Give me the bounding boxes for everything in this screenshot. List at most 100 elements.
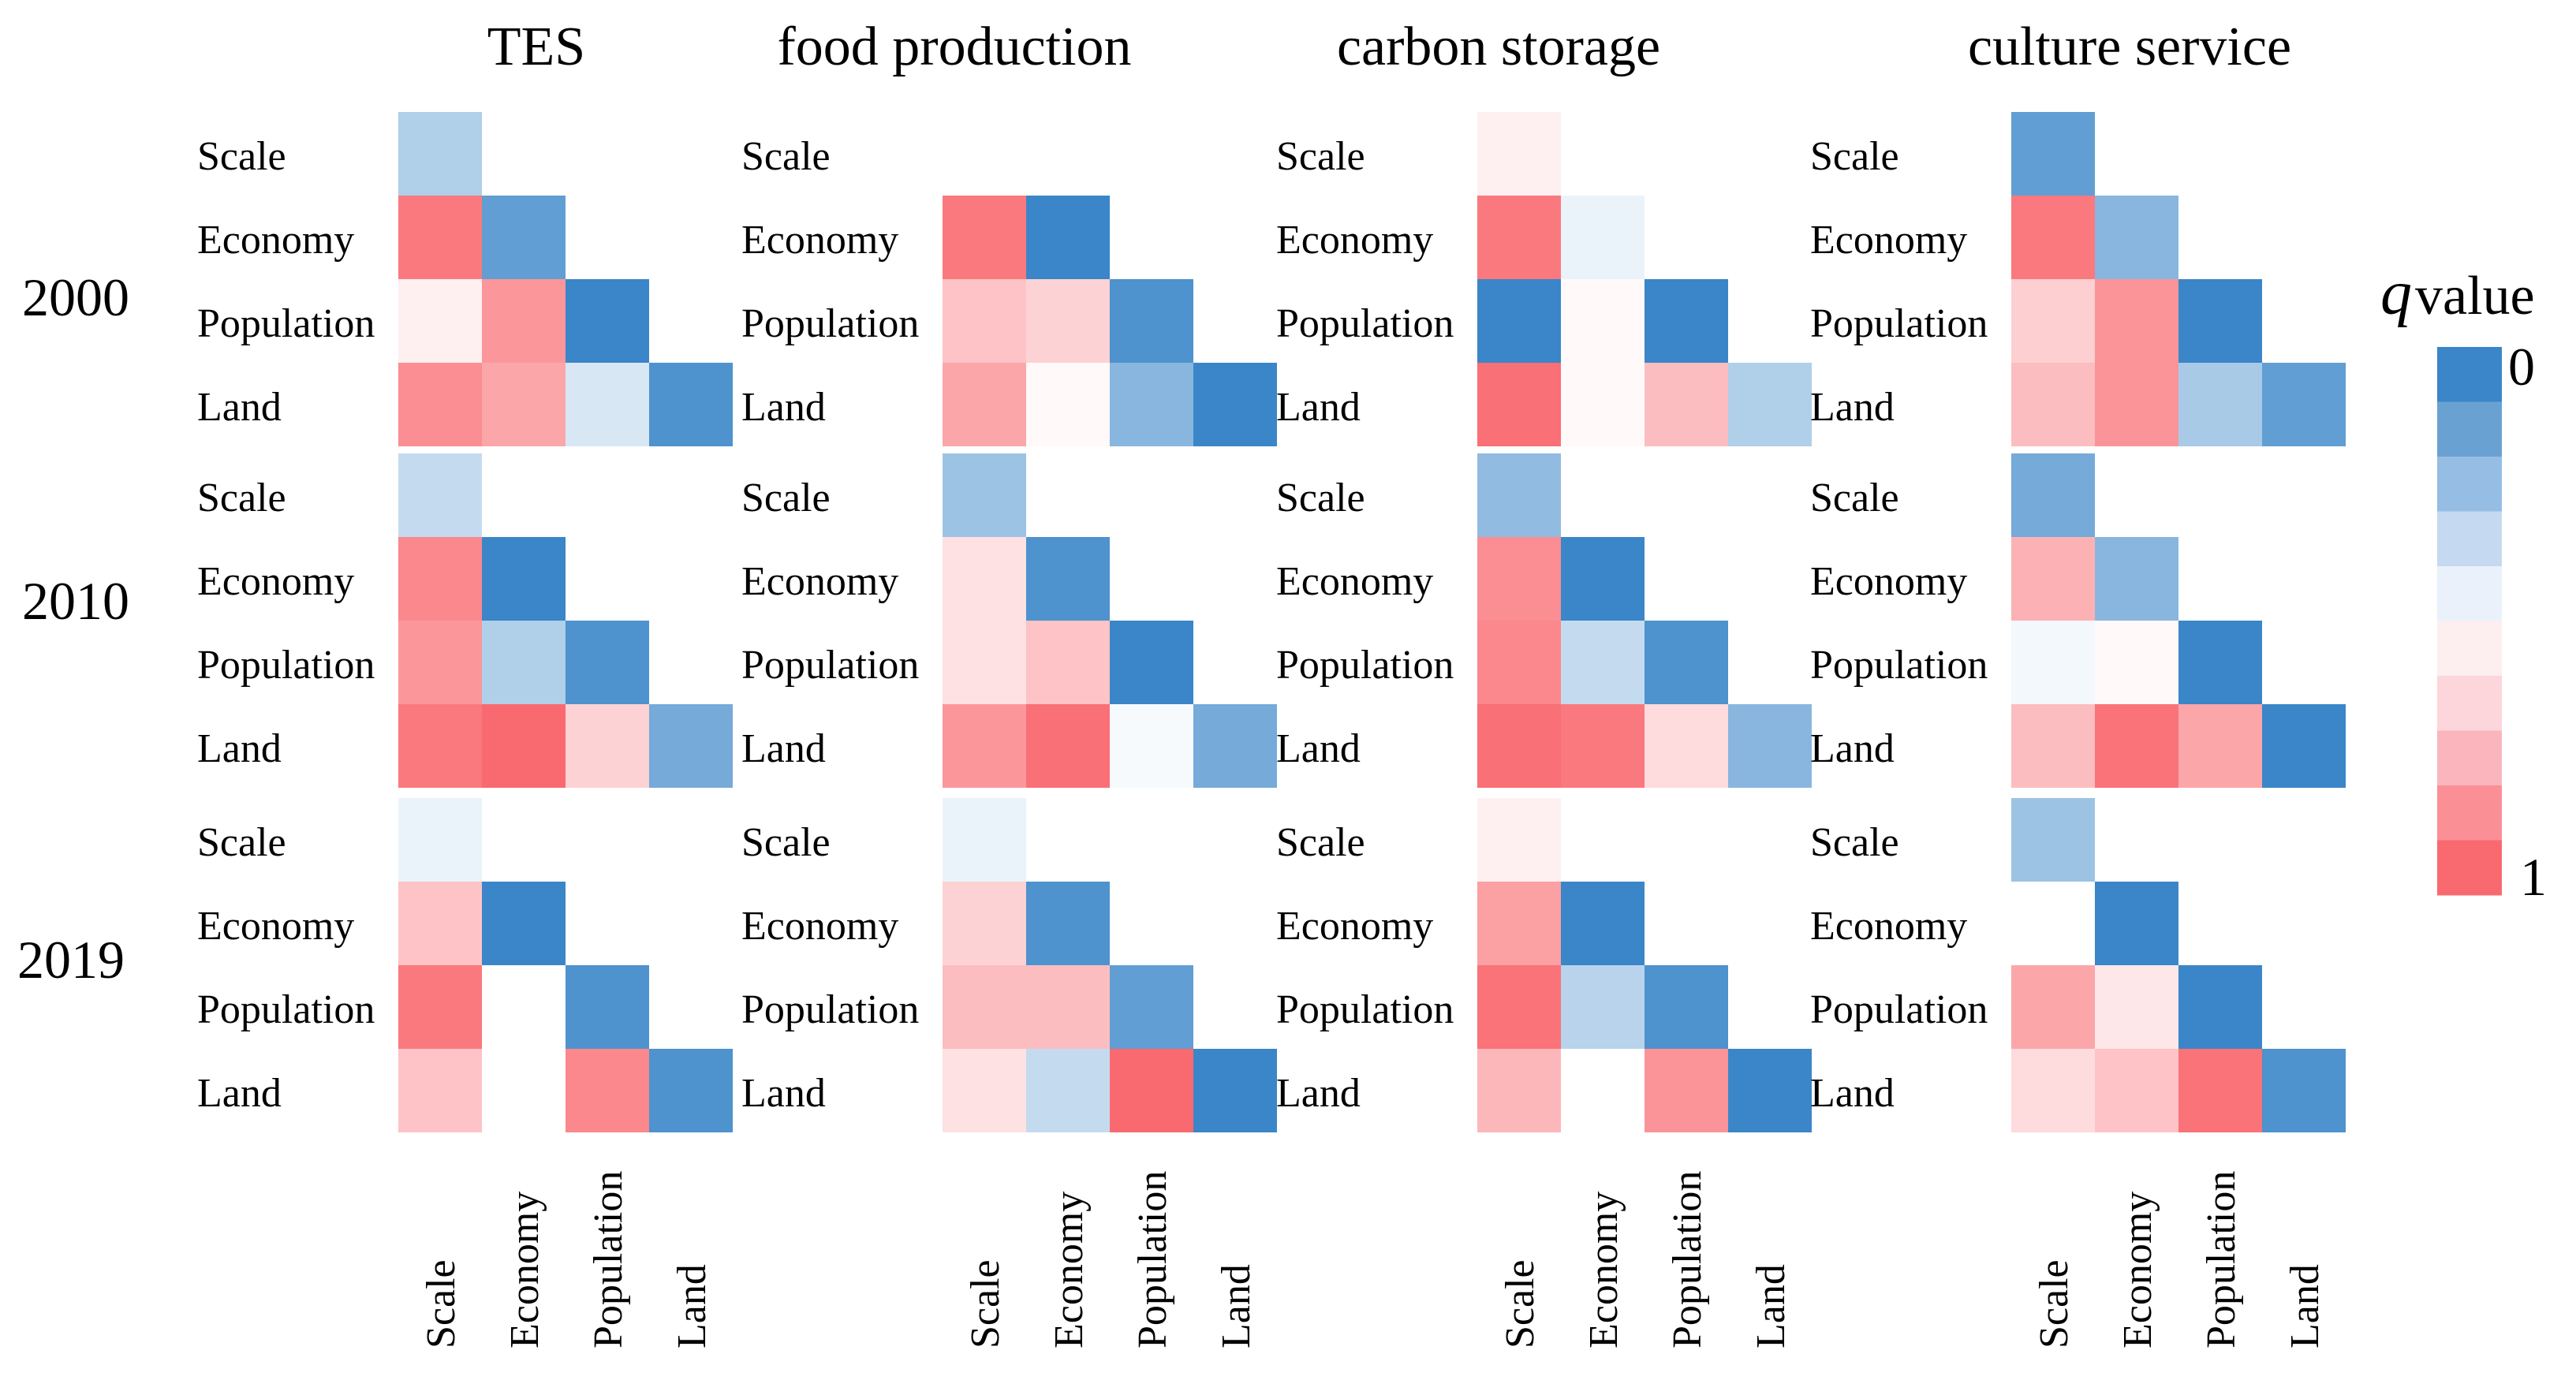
heatmap-cell bbox=[1193, 1049, 1277, 1132]
heatmap-cell bbox=[398, 965, 482, 1049]
heatmap-cell bbox=[2178, 363, 2262, 446]
heatmap-cell bbox=[2011, 453, 2095, 537]
heatmap-cell bbox=[482, 882, 566, 965]
heatmap-cell bbox=[1561, 196, 1645, 279]
column-label: Scale bbox=[963, 1259, 1008, 1348]
row-label: Economy bbox=[1810, 559, 1967, 604]
panel-2: food production Scale Economy Population Lan… bbox=[741, 17, 1277, 1348]
heatmap-cell bbox=[943, 112, 1026, 196]
heatmap-cell bbox=[398, 196, 482, 279]
column-label: Population bbox=[1130, 1171, 1175, 1348]
heatmap-cell bbox=[2262, 363, 2346, 446]
heatmap-cell bbox=[943, 965, 1026, 1049]
heatmap-cell bbox=[1645, 704, 1728, 788]
heatmap-cell bbox=[943, 882, 1026, 965]
heatmap-cell bbox=[1645, 965, 1728, 1049]
heatmap-cell bbox=[566, 704, 649, 788]
heatmap-cell bbox=[1110, 279, 1193, 363]
heatmap-cell bbox=[566, 363, 649, 446]
heatmap-cell bbox=[1728, 704, 1812, 788]
row-label: Scale bbox=[1810, 820, 1899, 865]
heatmap-cell bbox=[398, 363, 482, 446]
column-label: Scale bbox=[1498, 1259, 1543, 1348]
heatmap-cell bbox=[2011, 196, 2095, 279]
heatmap-cell bbox=[1561, 621, 1645, 704]
heatmap-cell bbox=[943, 363, 1026, 446]
legend-step bbox=[2437, 347, 2502, 402]
color-legend: qvalue 0 1 bbox=[2380, 259, 2547, 907]
legend-step bbox=[2437, 676, 2502, 731]
heatmap-cell bbox=[1477, 453, 1561, 537]
panel-1: TES Scale Economy Population Land Scale Econom… bbox=[197, 17, 733, 1348]
heatmap-cell bbox=[1561, 363, 1645, 446]
column-label: Economy bbox=[1581, 1192, 1626, 1348]
row-label: Scale bbox=[741, 820, 831, 865]
heatmap-cell bbox=[2095, 1049, 2178, 1132]
panel-4: culture service Scale Economy Population Lan… bbox=[1810, 17, 2346, 1348]
heatmap-cell bbox=[943, 1049, 1026, 1132]
heatmap-cell bbox=[1561, 704, 1645, 788]
heatmap-cell bbox=[649, 1049, 733, 1132]
heatmap-cell bbox=[1561, 965, 1645, 1049]
heatmap-cell bbox=[2011, 621, 2095, 704]
heatmap-cell bbox=[1477, 798, 1561, 882]
heatmap-cell bbox=[2178, 621, 2262, 704]
row-label: Population bbox=[197, 987, 375, 1032]
year-label-2019: 2019 bbox=[17, 930, 125, 990]
panel-3: carbon storage Scale Economy Population Land… bbox=[1276, 17, 1812, 1348]
heatmap-cell bbox=[1645, 621, 1728, 704]
heatmap-cell bbox=[482, 196, 566, 279]
legend-max-label: 1 bbox=[2520, 847, 2547, 907]
heatmap-cell bbox=[1477, 882, 1561, 965]
heatmap-cell bbox=[1477, 279, 1561, 363]
heatmap-cell bbox=[1477, 704, 1561, 788]
heatmap-cell bbox=[1645, 1049, 1728, 1132]
heatmap-cell bbox=[1728, 1049, 1812, 1132]
column-label: Land bbox=[1214, 1264, 1259, 1348]
column-label: Scale bbox=[419, 1259, 464, 1348]
heatmap-cell bbox=[1026, 363, 1110, 446]
heatmap-cell bbox=[1110, 1049, 1193, 1132]
row-label: Scale bbox=[197, 134, 286, 179]
row-label: Economy bbox=[197, 904, 354, 949]
legend-step bbox=[2437, 457, 2502, 512]
heatmap-cell bbox=[566, 965, 649, 1049]
heatmap-cell bbox=[2095, 196, 2178, 279]
heatmap-cell bbox=[1728, 363, 1812, 446]
heatmap-cell bbox=[2095, 363, 2178, 446]
heatmap-cell bbox=[2095, 704, 2178, 788]
row-label: Population bbox=[741, 643, 919, 688]
row-label: Scale bbox=[1276, 476, 1365, 520]
row-label: Scale bbox=[197, 820, 286, 865]
row-label: Economy bbox=[1810, 904, 1967, 949]
heatmap-cell bbox=[1110, 965, 1193, 1049]
heatmap-cell bbox=[2011, 1049, 2095, 1132]
row-label: Land bbox=[741, 726, 826, 771]
panel-title: food production bbox=[777, 17, 1131, 77]
row-label: Economy bbox=[1810, 218, 1967, 263]
row-label: Land bbox=[1810, 1071, 1895, 1116]
legend-title-value: value bbox=[2415, 266, 2535, 326]
heatmap-cell bbox=[2011, 279, 2095, 363]
row-label: Land bbox=[197, 726, 282, 771]
column-label: Scale bbox=[2032, 1259, 2077, 1348]
heatmap-cell bbox=[1026, 537, 1110, 621]
heatmap-cell bbox=[482, 621, 566, 704]
heatmap-cell bbox=[649, 704, 733, 788]
heatmap-cell bbox=[398, 621, 482, 704]
heatmap-cell bbox=[1110, 363, 1193, 446]
heatmap-cell bbox=[1193, 363, 1277, 446]
row-label: Scale bbox=[741, 134, 831, 179]
heatmap-cell bbox=[482, 537, 566, 621]
row-label: Economy bbox=[1276, 904, 1433, 949]
heatmap-cell bbox=[398, 112, 482, 196]
heatmap-cell bbox=[1110, 704, 1193, 788]
heatmap-cell bbox=[1477, 621, 1561, 704]
heatmap-cell bbox=[566, 621, 649, 704]
column-label: Economy bbox=[1047, 1192, 1092, 1348]
year-labels: 2000 2010 2019 bbox=[17, 267, 129, 990]
legend-step bbox=[2437, 566, 2502, 621]
column-label: Population bbox=[2199, 1171, 2244, 1348]
row-label: Land bbox=[741, 385, 826, 430]
